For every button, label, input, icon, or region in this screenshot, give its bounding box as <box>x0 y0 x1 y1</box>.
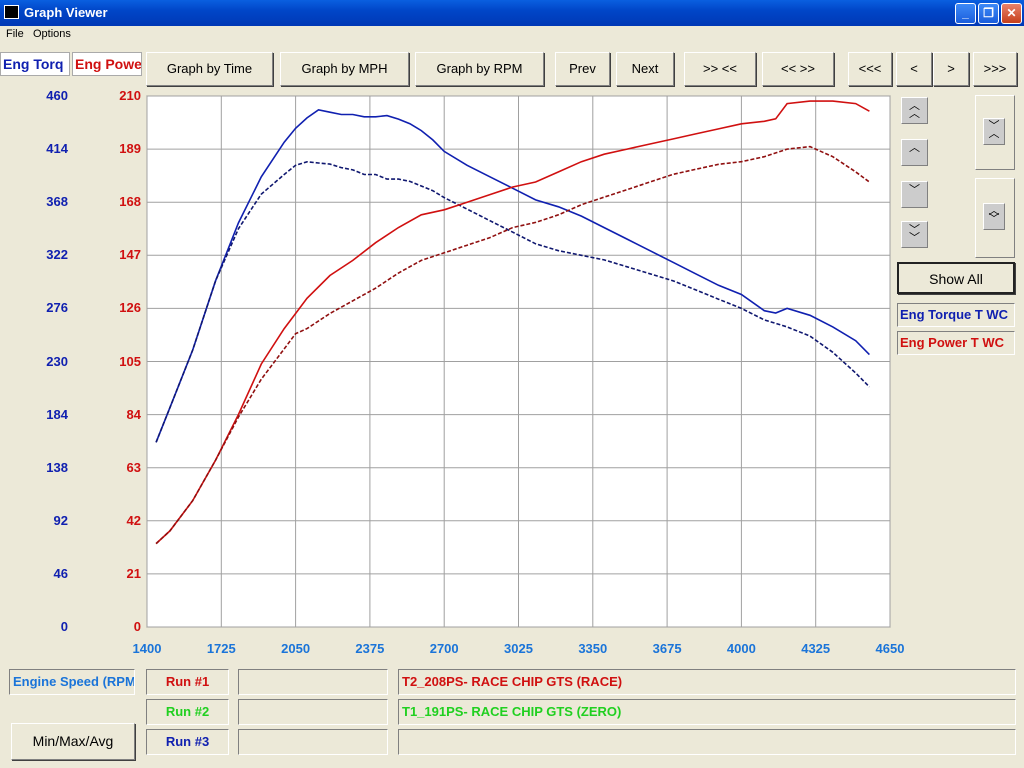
power-tick-label: 126 <box>119 300 141 316</box>
scroll-left-button[interactable]: < <box>896 52 932 86</box>
compress-vertical-button[interactable]: ︿ ﹀ <box>975 178 1015 258</box>
next-button[interactable]: Next <box>616 52 674 86</box>
run2-value <box>238 699 388 725</box>
expand-vertical-button[interactable]: ﹀ ︿ <box>975 95 1015 170</box>
scroll-down-icon[interactable]: ﹀ <box>901 181 928 208</box>
torque-tick-label: 322 <box>46 247 68 263</box>
menu-bar: File Options <box>0 26 1024 44</box>
menu-file[interactable]: File <box>6 28 24 40</box>
power-tick-label: 210 <box>119 88 141 103</box>
show-all-button[interactable]: Show All <box>897 262 1015 294</box>
run3-label: Run #3 <box>146 729 229 755</box>
power-tick-label: 147 <box>119 247 141 263</box>
torque-tick-label: 138 <box>46 459 68 475</box>
window-title: Graph Viewer <box>24 5 108 20</box>
run2-name[interactable]: T1_191PS- RACE CHIP GTS (ZERO) <box>398 699 1016 725</box>
graph-by-rpm-button[interactable]: Graph by RPM <box>415 52 544 86</box>
power-tick-label: 189 <box>119 141 141 157</box>
run2-label: Run #2 <box>146 699 229 725</box>
plot-area <box>146 95 891 628</box>
torque-tick-label: 368 <box>46 194 68 210</box>
torque-tick-label: 92 <box>53 512 68 528</box>
torque-tick-label: 230 <box>46 353 68 369</box>
graph-by-mph-button[interactable]: Graph by MPH <box>280 52 409 86</box>
power-tick-label: 42 <box>126 512 141 528</box>
expand-vertical-icon: ﹀ ︿ <box>983 118 1005 145</box>
scroll-up-fast-icon[interactable]: ︿ ︿ <box>901 97 928 124</box>
power-run1-line <box>155 100 870 545</box>
scroll-far-left-button[interactable]: <<< <box>848 52 892 86</box>
torque-tick-label: 46 <box>53 565 68 581</box>
power-tick-label: 105 <box>119 353 141 369</box>
prev-button[interactable]: Prev <box>555 52 610 86</box>
scroll-up-icon[interactable]: ︿ <box>901 139 928 166</box>
rpm-tick-label: 2375 <box>355 641 385 656</box>
torque-run1-line <box>155 109 870 443</box>
power-run2-line <box>155 145 870 545</box>
tab-eng-torque[interactable]: Eng Torq <box>0 52 70 76</box>
rpm-tick-label: 3025 <box>504 641 533 656</box>
rpm-tick-label: 3675 <box>652 641 682 656</box>
zoom-in-button[interactable]: >> << <box>684 52 756 86</box>
rpm-tick-label: 4000 <box>726 641 756 656</box>
power-tick-label: 0 <box>133 619 141 634</box>
torque-tick-label: 460 <box>46 88 68 103</box>
power-tick-label: 63 <box>126 459 141 475</box>
rpm-tick-label: 2700 <box>429 641 459 656</box>
torque-tick-label: 276 <box>46 300 68 316</box>
run1-value <box>238 669 388 695</box>
rpm-tick-label: 1400 <box>132 641 162 656</box>
rpm-tick-label: 1725 <box>206 641 236 656</box>
close-button[interactable]: ✕ <box>1001 3 1022 24</box>
power-tick-label: 168 <box>119 194 141 210</box>
torque-tick-label: 0 <box>60 619 68 634</box>
torque-run2-line <box>155 160 870 443</box>
tab-eng-power[interactable]: Eng Power <box>72 52 142 76</box>
power-tick-label: 84 <box>126 406 141 422</box>
scroll-right-button[interactable]: > <box>933 52 969 86</box>
minimize-button[interactable]: _ <box>955 3 976 24</box>
zoom-out-button[interactable]: << >> <box>762 52 834 86</box>
rpm-tick-label: 2050 <box>281 641 311 656</box>
title-bar: Graph Viewer _ ❐ ✕ <box>0 0 1024 26</box>
run1-label: Run #1 <box>146 669 229 695</box>
torque-tick-label: 184 <box>46 406 68 422</box>
run3-value <box>238 729 388 755</box>
legend-eng-torque[interactable]: Eng Torque T WC <box>897 303 1015 327</box>
compress-vertical-icon: ︿ ﹀ <box>983 203 1005 230</box>
maximize-button[interactable]: ❐ <box>978 3 999 24</box>
rpm-tick-label: 4650 <box>875 641 905 656</box>
power-tick-label: 21 <box>126 565 141 581</box>
app-icon <box>4 5 19 19</box>
legend-eng-power[interactable]: Eng Power T WC <box>897 331 1015 355</box>
run1-name[interactable]: T2_208PS- RACE CHIP GTS (RACE) <box>398 669 1016 695</box>
rpm-tick-label: 3350 <box>578 641 608 656</box>
graph-by-time-button[interactable]: Graph by Time <box>146 52 273 86</box>
scroll-down-fast-icon[interactable]: ﹀ ﹀ <box>901 221 928 248</box>
rpm-tick-label: 4325 <box>801 641 831 656</box>
run3-name[interactable] <box>398 729 1016 755</box>
torque-tick-label: 414 <box>46 141 68 157</box>
min-max-avg-button[interactable]: Min/Max/Avg <box>11 723 135 760</box>
x-channel-field[interactable]: Engine Speed (RPM) <box>9 669 135 695</box>
menu-options[interactable]: Options <box>33 28 71 40</box>
scroll-far-right-button[interactable]: >>> <box>973 52 1017 86</box>
